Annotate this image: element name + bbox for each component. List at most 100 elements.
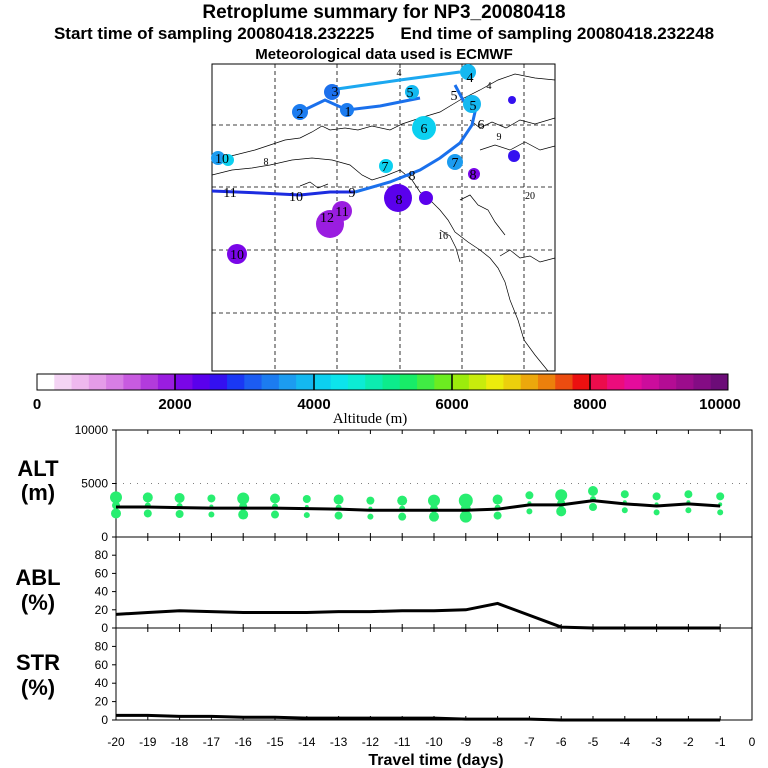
colorbar-cell xyxy=(365,374,383,390)
trajectory-label: 8 xyxy=(264,157,269,168)
y-tick-label: 80 xyxy=(95,548,109,562)
colorbar-cell xyxy=(175,374,193,390)
y-tick-label: 60 xyxy=(95,658,109,672)
trajectory-marker xyxy=(447,154,463,170)
altitude-blob xyxy=(684,490,693,499)
colorbar-cell xyxy=(486,374,504,390)
abl-panel: 80 60 40 20 0 xyxy=(95,536,753,635)
altitude-blob xyxy=(620,490,629,499)
colorbar-cell xyxy=(192,374,211,390)
altitude-blob xyxy=(717,509,724,516)
trajectory-label: 5 xyxy=(470,99,477,114)
trajectory-label: 5 xyxy=(407,86,414,101)
x-tick-label: -8 xyxy=(492,735,503,749)
trajectory-marker xyxy=(227,244,247,264)
trajectory-label: 6 xyxy=(478,118,485,133)
x-tick-label: -14 xyxy=(298,735,316,749)
trajectory-label: 8 xyxy=(409,169,416,184)
colorbar-cell xyxy=(106,374,124,390)
colorbar-cell xyxy=(88,374,107,390)
x-tick-label: -16 xyxy=(235,735,253,749)
altitude-blob xyxy=(333,494,344,505)
colorbar-cell xyxy=(624,374,643,390)
trajectory-label: 9 xyxy=(349,186,356,201)
colorbar-cell xyxy=(693,374,712,390)
altitude-blob xyxy=(142,492,153,503)
x-tick-label: -9 xyxy=(460,735,471,749)
colorbar-xlabel: Altitude (m) xyxy=(333,411,408,427)
trajectory-label: 7 xyxy=(382,160,389,175)
colorbar-cell xyxy=(227,374,245,390)
colorbar-cell xyxy=(157,374,176,390)
trajectory-label: 16 xyxy=(438,231,448,242)
start-time: Start time of sampling 20080418.232225 xyxy=(53,24,375,43)
trajectory-label: 10 xyxy=(230,248,244,263)
colorbar-cell xyxy=(607,374,625,390)
trajectory-marker xyxy=(412,116,436,140)
y-tick-label: 80 xyxy=(95,639,109,653)
altitude-blob xyxy=(716,492,725,501)
x-tick-label: -12 xyxy=(362,735,380,749)
altitude-blob xyxy=(458,493,473,508)
trajectory-label: 20 xyxy=(525,191,535,202)
colorbar-cell xyxy=(347,374,366,390)
altitude-blob xyxy=(652,492,661,501)
altitude-blob xyxy=(111,508,121,519)
trajectory-label: 9 xyxy=(497,132,502,143)
trajectory-marker xyxy=(292,104,308,120)
altitude-blob xyxy=(398,512,407,521)
trajectory-marker xyxy=(316,210,344,238)
altitude-blob xyxy=(367,513,374,520)
x-tick-label: -10 xyxy=(425,735,443,749)
trajectory-label: 5 xyxy=(451,89,458,104)
map-grid xyxy=(212,64,555,371)
met-data-note: Meteorological data used is ECMWF xyxy=(255,46,513,63)
alt-panel-label: ALT xyxy=(17,456,59,481)
altitude-blob xyxy=(397,495,408,506)
y-tick-label: 40 xyxy=(95,585,109,599)
y-tick-label: 5000 xyxy=(81,477,108,491)
trajectory-map: 11 10 9 8 7 7 6 6 5 5 5 4 1 2 3 8 8 11 1… xyxy=(211,63,556,372)
trajectory-marker xyxy=(508,96,516,104)
trajectory-markers xyxy=(211,64,520,264)
trajectory-label: 8 xyxy=(470,168,477,183)
str-panel: 80 60 40 20 0 xyxy=(95,627,753,727)
colorbar-cell xyxy=(123,374,142,390)
sampling-times: Start time of sampling 20080418.232225 En… xyxy=(0,24,768,44)
abl-panel-label: ABL xyxy=(15,565,60,590)
x-tick-label: -13 xyxy=(330,735,348,749)
colorbar-cell xyxy=(572,374,591,390)
altitude-blob xyxy=(271,510,279,519)
altitude-blob xyxy=(556,506,567,517)
x-tick-label: -7 xyxy=(524,735,535,749)
colorbar-cell xyxy=(555,374,574,390)
trajectory-label: 7 xyxy=(452,156,459,171)
trajectory-label: 4 xyxy=(467,71,474,86)
trajectory-label: 3 xyxy=(332,85,339,100)
trajectory-label: 1 xyxy=(345,105,352,120)
altitude-blob xyxy=(110,491,122,504)
trajectory-marker xyxy=(384,184,412,212)
colorbar-cell xyxy=(417,374,435,390)
chart-title: Retroplume summary for NP3_20080418 xyxy=(202,2,566,23)
y-tick-label: 0 xyxy=(101,621,108,635)
colorbar-cell xyxy=(589,374,608,390)
x-axis-title: Travel time (days) xyxy=(368,752,503,768)
altitude-blob xyxy=(555,489,568,502)
x-tick-label: -6 xyxy=(556,735,567,749)
altitude-blob xyxy=(302,495,311,504)
colorbar-cell xyxy=(313,374,332,390)
colorbar-cell xyxy=(434,374,453,390)
trajectory-leg-west xyxy=(211,189,355,197)
altitude-blob xyxy=(143,509,152,518)
colorbar-cell xyxy=(537,374,556,390)
altitude-blob xyxy=(270,493,280,504)
trajectory-marker xyxy=(463,95,481,113)
colorbar-cell xyxy=(140,374,159,390)
altitude-blob xyxy=(303,512,310,519)
colorbar-cell xyxy=(382,374,401,390)
trajectory-marker xyxy=(324,84,340,100)
altitude-blob xyxy=(588,485,598,496)
x-tick-label: -4 xyxy=(619,735,630,749)
